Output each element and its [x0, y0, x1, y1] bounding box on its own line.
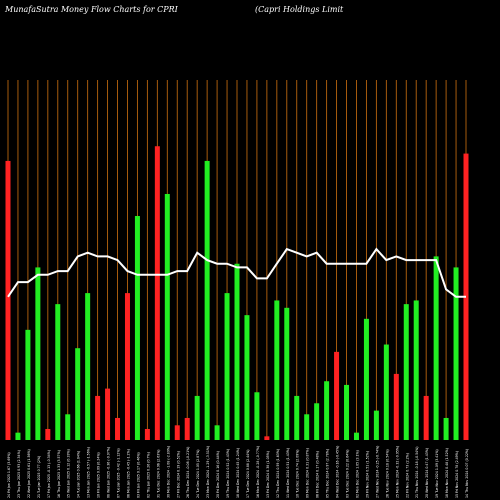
- x-tick-label: 26 Thu Dec 2024 -0.08 (-0.21%): [186, 447, 190, 498]
- bar-0: [5, 160, 11, 441]
- bar-25: [254, 392, 260, 440]
- x-tick-label: 10 Tue Dec 2024 0.74 (2.09%): [296, 449, 300, 498]
- x-tick-label: 12 Thu Dec 2024 0.59 (1.63%): [276, 449, 280, 498]
- bar-19: [194, 395, 200, 440]
- x-tick-label: 31 Tue Dec 2024 0.96 (2.63%): [156, 449, 160, 498]
- bar-13: [134, 216, 140, 440]
- bar-14: [144, 428, 150, 440]
- bar-27: [274, 300, 280, 440]
- bar-12: [124, 293, 130, 440]
- x-tick-label: 17 Tue Dec 2024 0.88 (2.44%): [246, 449, 250, 498]
- bar-11: [115, 417, 121, 440]
- bar-2: [25, 329, 31, 440]
- bar-16: [164, 193, 170, 440]
- bar-23: [234, 263, 240, 440]
- x-tick-label: 07 Tue Jan 2025 -0.42 (-1.12%): [117, 448, 121, 498]
- x-tick-label: 03 Tue Dec 2024 0.22 (0.64%): [346, 449, 350, 498]
- bar-3: [35, 267, 41, 440]
- bar-34: [344, 384, 350, 440]
- x-tick-label: 27 Fri Dec 2024 0.19 (0.52%): [176, 451, 180, 498]
- x-tick-label: 29 Fri Nov 2024 0.51 (1.52%): [365, 451, 369, 498]
- x-tick-label: 14 Thu Nov 2024 0.07 (0.22%): [465, 449, 469, 498]
- x-tick-label: 21 Thu Nov 2024 -0.18 (-0.54%): [415, 447, 419, 498]
- bar-36: [363, 318, 369, 440]
- x-tick-label: 16 Thu Jan 2025 1.33 (3.57%): [57, 450, 61, 498]
- x-tick-label: 20 Fri Dec 2024 0.16 (0.44%): [216, 451, 220, 498]
- x-tick-label: 30 Mon Dec 2024 -1.08 (-2.89%): [166, 446, 170, 498]
- bar-38: [383, 344, 389, 440]
- x-tick-label: 22 Wed Jan 2025 0.61 (1.56%): [27, 449, 31, 498]
- bar-39: [393, 373, 399, 440]
- bar-15: [154, 146, 160, 441]
- bar-28: [284, 307, 290, 440]
- money-flow-line: [7, 247, 466, 298]
- chart-title-left: MunafaSutra Money Flow Charts for CPRI: [5, 5, 178, 14]
- bar-21: [214, 425, 220, 440]
- bar-26: [264, 436, 270, 440]
- x-tick-label: 17 Fri Jan 2025 -0.13 (-0.34%): [47, 450, 51, 498]
- bar-10: [105, 388, 111, 440]
- x-tick-label: 13 Fri Dec 2024 0.38 (1.05%): [266, 451, 270, 498]
- x-tick-label: 06 Mon Jan 2025 -0.45 (-1.2%): [126, 449, 130, 498]
- bar-41: [413, 300, 419, 440]
- bar-29: [294, 395, 300, 440]
- bar-35: [353, 432, 359, 440]
- bar-42: [423, 395, 429, 440]
- x-tick-label: 27 Wed Nov 2024 -0.25 (-0.74%): [375, 446, 379, 498]
- bar-7: [75, 348, 81, 440]
- x-tick-label: 20 Wed Nov 2024 0.47 (1.43%): [425, 448, 429, 498]
- bar-9: [95, 395, 101, 440]
- bar-22: [224, 293, 230, 440]
- x-tick-label: 09 Mon Dec 2024 0.31 (0.87%): [306, 448, 310, 498]
- x-tick-label: 03 Fri Jan 2025 0.17 (0.46%): [136, 452, 140, 498]
- bar-32: [324, 381, 330, 440]
- x-tick-label: 25 Mon Nov 2024 -0.32 (-0.95%): [395, 446, 399, 498]
- x-tick-label: 23 Thu Jan 2025 0.93 (2.34%): [17, 450, 21, 498]
- bar-45: [453, 267, 459, 440]
- x-tick-label: 05 Thu Dec 2024 0.97 (2.78%): [326, 449, 330, 498]
- bar-43: [433, 256, 439, 440]
- bar-18: [184, 417, 190, 440]
- x-tick-label: 15 Fri Nov 2024 0.78 (2.49%): [455, 451, 459, 498]
- x-tick-label: 26 Tue Nov 2024 0.18 (0.54%): [385, 449, 389, 498]
- x-tick-label: 19 Tue Nov 2024 1.09 (3.41%): [435, 449, 439, 498]
- bar-37: [373, 410, 379, 440]
- bar-20: [204, 160, 210, 441]
- x-tick-label: 14 Tue Jan 2025 0.66 (1.84%): [77, 451, 81, 498]
- bar-30: [304, 414, 310, 440]
- x-tick-label: 19 Thu Dec 2024 0.52 (1.43%): [226, 449, 230, 498]
- x-tick-label: 15 Wed Jan 2025 0.12 (0.33%): [67, 449, 71, 498]
- x-tick-label: 04 Wed Dec 2024 -0.16 (-0.45%): [336, 446, 340, 498]
- x-tick-label: 11 Wed Dec 2024 0.51 (1.43%): [286, 448, 290, 498]
- bar-40: [403, 304, 409, 440]
- x-tick-label: 02 Mon Dec 2024 1.05 (3.1%): [355, 450, 359, 498]
- x-tick-label: 06 Fri Dec 2024 0.17 (0.48%): [316, 451, 320, 498]
- bar-4: [45, 428, 51, 440]
- x-tick-label: 24 Tue Dec 2024 1.05 (2.87%): [196, 449, 200, 498]
- x-tick-label: 16 Mon Dec 2024 -0.28 (-0.77%): [256, 446, 260, 498]
- chart-title-right: (Capri Holdings Limit: [255, 5, 344, 14]
- x-tick-label: 21 Tue Jan 2025 0.77 (2%): [37, 456, 41, 498]
- bar-5: [55, 304, 61, 440]
- x-tick-label: 23 Mon Dec 2024 -1.29 (-3.51%): [206, 446, 210, 498]
- x-tick-label: 13 Mon Jan 2025 -0.57 (-1.56%): [87, 447, 91, 498]
- x-tick-label: 22 Fri Nov 2024 0.73 (2.2%): [405, 453, 409, 498]
- x-tick-label: 08 Wed Jan 2025 -0.36 (-0.97%): [107, 447, 111, 498]
- x-tick-label: 10 Fri Jan 2025 0.09 (0.24%): [97, 452, 101, 498]
- bar-44: [443, 417, 449, 440]
- bar-1: [15, 432, 21, 440]
- x-tick-label: 18 Wed Dec 2024 0.45 (1.24%): [236, 448, 240, 498]
- x-tick-label: 24 Fri Jan 2025 1.67 (3.69%): [7, 452, 11, 498]
- bar-6: [65, 414, 71, 440]
- bar-24: [244, 315, 250, 440]
- x-tick-label: 02 Thu Jan 2025 0.26 (0.7%): [146, 452, 150, 498]
- bar-33: [334, 351, 340, 440]
- bar-31: [314, 403, 320, 440]
- x-tick-label: 18 Mon Nov 2024 0.48 (1.52%): [445, 448, 449, 498]
- bar-17: [174, 425, 180, 440]
- bar-8: [85, 293, 91, 440]
